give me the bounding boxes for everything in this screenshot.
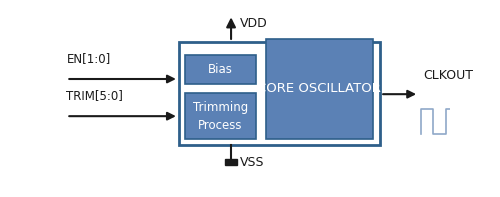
Bar — [225, 159, 237, 165]
Text: CLKOUT: CLKOUT — [423, 69, 473, 82]
Text: TRIM[5:0]: TRIM[5:0] — [66, 89, 123, 102]
Text: VDD: VDD — [240, 17, 268, 30]
Text: CORE OSCILLATOR: CORE OSCILLATOR — [258, 82, 381, 95]
Text: VSS: VSS — [240, 156, 264, 169]
Text: Bias: Bias — [208, 63, 233, 76]
Bar — [184, 93, 256, 139]
Bar — [179, 42, 380, 145]
Bar — [266, 39, 372, 139]
Bar — [184, 56, 256, 84]
Text: EN[1:0]: EN[1:0] — [66, 52, 110, 65]
Text: Trimming
Process: Trimming Process — [193, 101, 248, 132]
